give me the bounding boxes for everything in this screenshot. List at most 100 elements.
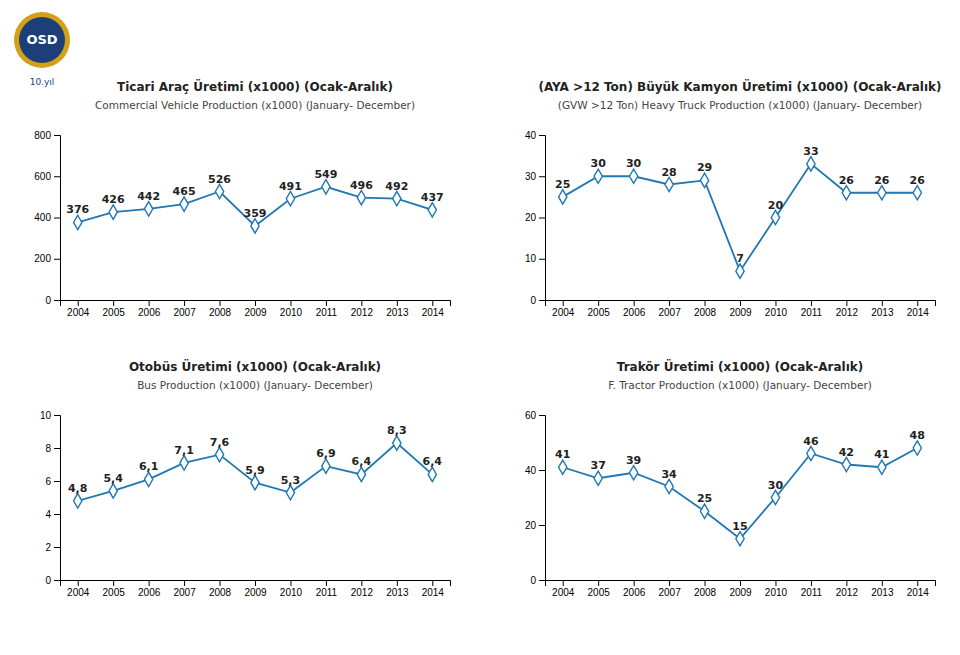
marker	[144, 472, 152, 486]
tick-mark	[220, 300, 221, 306]
tick-label: 2005	[588, 587, 611, 598]
tick-label: 0	[530, 575, 536, 586]
tick: 2011	[316, 580, 338, 598]
tick: 2008	[694, 580, 717, 598]
annotation: 10.yıl	[30, 77, 55, 87]
tick-mark	[539, 300, 545, 301]
data-label: 526	[208, 173, 231, 186]
axis-line	[61, 301, 451, 307]
data-label: 437	[421, 191, 444, 204]
tick-label: 2014	[422, 307, 445, 318]
tick: 20	[525, 520, 545, 531]
marker	[559, 190, 567, 204]
marker	[322, 180, 330, 194]
tick-mark	[397, 300, 398, 306]
marker	[629, 466, 637, 480]
tick-label: 0	[530, 295, 536, 306]
tick-label: 2005	[103, 307, 126, 318]
data-label: 41	[555, 448, 570, 461]
data-label: 491	[279, 180, 302, 193]
tick-mark	[361, 300, 362, 306]
tick: 2007	[173, 580, 196, 598]
data-labels: 4,85,46,17,17,65,95,36,96,48,36,4	[68, 424, 442, 495]
data-label: 6,4	[423, 455, 443, 468]
marker	[771, 490, 779, 504]
tick-label: 60	[525, 410, 537, 421]
tick-label: 2011	[801, 587, 823, 598]
marker	[594, 471, 602, 485]
marker	[629, 169, 637, 183]
axis-line	[539, 416, 546, 581]
logo-disc	[19, 17, 65, 63]
tick-mark	[775, 580, 776, 586]
data-label: 34	[661, 468, 677, 481]
data-label: 6,4	[352, 455, 372, 468]
tick-label: 10	[40, 410, 52, 421]
tick: 200	[34, 253, 60, 264]
marker	[393, 436, 401, 450]
tick-mark	[882, 300, 883, 306]
chart: Otobüs Üretimi (x1000) (Ocak-Aralık)Bus …	[40, 359, 451, 598]
tick: 2004	[552, 580, 575, 598]
title: Otobüs Üretimi (x1000) (Ocak-Aralık)	[129, 359, 381, 374]
plot-area	[559, 441, 922, 546]
marker	[428, 467, 436, 481]
tick-label: 2004	[67, 307, 90, 318]
tick-label: 2005	[588, 307, 611, 318]
y-axis: 0 20 40 60	[525, 410, 546, 586]
tick-label: 2005	[103, 587, 126, 598]
line	[563, 448, 918, 539]
tick-label: 600	[34, 171, 51, 182]
plot-area	[559, 157, 922, 279]
tick: 10	[40, 410, 60, 421]
tick-label: 2004	[552, 587, 575, 598]
tick-mark	[54, 547, 60, 548]
tick-mark	[539, 525, 545, 526]
tick-label: 6	[45, 476, 51, 487]
tick-mark	[54, 259, 60, 260]
data-label: 30	[626, 157, 642, 170]
tick: 2012	[351, 300, 374, 318]
tick: 40	[525, 130, 545, 141]
data-label: 376	[66, 203, 89, 216]
tick-label: 2012	[351, 587, 374, 598]
tick: 2004	[67, 300, 90, 318]
axis-line	[546, 301, 936, 307]
tick-mark	[539, 176, 545, 177]
tick: 2012	[351, 580, 374, 598]
axis-line	[539, 136, 546, 301]
marker	[393, 191, 401, 205]
tick: 40	[525, 465, 545, 476]
tick-label: 2008	[209, 587, 232, 598]
tick: 2007	[658, 300, 681, 318]
tick-mark	[705, 300, 706, 306]
data-label: 15	[732, 520, 747, 533]
data-label: 359	[244, 207, 267, 220]
axis-line	[54, 416, 61, 581]
tick-label: 2004	[552, 307, 575, 318]
tick: 0	[530, 575, 545, 586]
tick-mark	[113, 300, 114, 306]
marker	[559, 460, 567, 474]
marker	[286, 192, 294, 206]
tick: 2009	[244, 580, 267, 598]
tick: 2005	[588, 300, 611, 318]
tick: 2007	[658, 580, 681, 598]
tick-label: 2007	[173, 587, 196, 598]
chart: Trakör Üretimi (x1000) (Ocak-Aralık)F. T…	[525, 359, 936, 598]
tick: 6	[45, 476, 60, 487]
tick-mark	[54, 218, 60, 219]
tick-label: 2004	[67, 587, 90, 598]
tick: 2005	[103, 300, 126, 318]
tick-mark	[740, 300, 741, 306]
tick-mark	[397, 580, 398, 586]
tick: 2014	[422, 580, 445, 598]
tick-label: 2013	[386, 587, 409, 598]
marker	[700, 173, 708, 187]
tick: 2014	[907, 300, 930, 318]
tick: 20	[525, 212, 545, 223]
tick-label: 2006	[138, 307, 161, 318]
tick: 0	[45, 575, 60, 586]
tick: 2004	[67, 580, 90, 598]
y-axis: 0200400600800	[34, 130, 60, 306]
